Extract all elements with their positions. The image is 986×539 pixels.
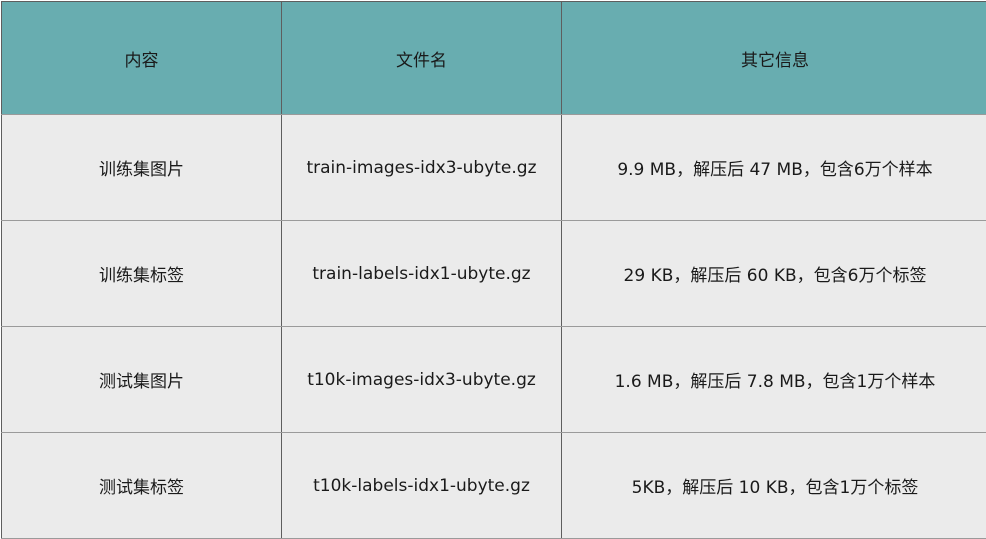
cell-filename: t10k-images-idx3-ubyte.gz [282, 327, 562, 433]
header-other-info: 其它信息 [562, 2, 986, 115]
header-row: 内容 文件名 其它信息 [2, 2, 986, 115]
cell-filename: train-images-idx3-ubyte.gz [282, 115, 562, 221]
cell-info: 9.9 MB，解压后 47 MB，包含6万个样本 [562, 115, 986, 221]
cell-content: 测试集标签 [2, 433, 282, 539]
header-content: 内容 [2, 2, 282, 115]
table-row: 测试集标签 t10k-labels-idx1-ubyte.gz 5KB，解压后 … [2, 433, 986, 539]
cell-content: 训练集标签 [2, 221, 282, 327]
cell-info: 29 KB，解压后 60 KB，包含6万个标签 [562, 221, 986, 327]
cell-content: 训练集图片 [2, 115, 282, 221]
table-row: 测试集图片 t10k-images-idx3-ubyte.gz 1.6 MB，解… [2, 327, 986, 433]
cell-info: 5KB，解压后 10 KB，包含1万个标签 [562, 433, 986, 539]
cell-info: 1.6 MB，解压后 7.8 MB，包含1万个样本 [562, 327, 986, 433]
cell-filename: train-labels-idx1-ubyte.gz [282, 221, 562, 327]
header-filename: 文件名 [282, 2, 562, 115]
cell-content: 测试集图片 [2, 327, 282, 433]
table-row: 训练集图片 train-images-idx3-ubyte.gz 9.9 MB，… [2, 115, 986, 221]
cell-filename: t10k-labels-idx1-ubyte.gz [282, 433, 562, 539]
table-row: 训练集标签 train-labels-idx1-ubyte.gz 29 KB，解… [2, 221, 986, 327]
